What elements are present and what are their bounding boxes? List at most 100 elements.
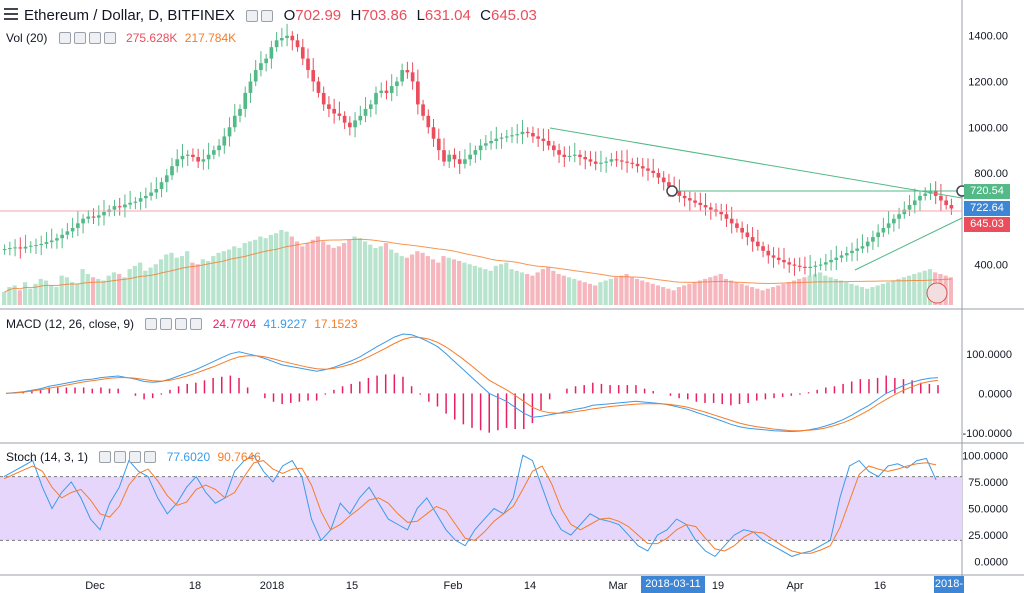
volume-bar <box>122 277 127 305</box>
volume-bar <box>200 259 205 305</box>
volume-bar <box>357 238 362 305</box>
close-icon[interactable] <box>190 318 203 330</box>
volume-bar <box>305 243 310 305</box>
volume-bar <box>540 269 545 305</box>
price-tag-crosshair: 722.64 <box>964 201 1010 216</box>
candle-body <box>829 259 833 263</box>
volume-bar <box>551 270 556 305</box>
high-label: H <box>350 7 362 24</box>
volume-bar <box>289 236 294 305</box>
volume-bar <box>394 252 399 305</box>
volume-bar <box>404 257 409 305</box>
volume-bar <box>179 256 185 305</box>
close-value: 645.03 <box>491 7 537 24</box>
time-tick-label: 2018 <box>260 580 284 592</box>
close-icon[interactable] <box>144 451 157 463</box>
stoch-value-1: 77.6020 <box>166 450 211 464</box>
more-icon[interactable] <box>175 318 188 330</box>
candle-body <box>34 245 38 247</box>
candle-body <box>944 200 948 206</box>
candle-body <box>604 161 608 163</box>
candle-body <box>201 159 206 162</box>
candle-body <box>8 248 12 250</box>
candle-body <box>400 70 404 82</box>
candle-body <box>499 137 504 139</box>
eye-icon[interactable] <box>99 451 112 463</box>
vol-value-1: 275.628K <box>126 31 178 45</box>
volume-bar <box>284 231 289 305</box>
vol-legend: Vol (20) 275.628K 217.784K <box>6 31 236 45</box>
candle-body <box>206 154 211 160</box>
volume-bar <box>399 256 404 305</box>
candle-body <box>782 259 786 263</box>
volume-bar <box>274 233 279 305</box>
volume-bar <box>153 264 158 305</box>
candle-body <box>23 246 28 249</box>
volume-bar <box>80 269 85 305</box>
macd-legend: MACD (12, 26, close, 9) 24.7704 41.9227 … <box>6 317 358 331</box>
candle-body <box>855 248 860 251</box>
settings-icon[interactable] <box>114 451 127 463</box>
candle-body <box>473 150 478 155</box>
candle-body <box>76 223 80 228</box>
volume-bar <box>315 236 321 305</box>
volume-bar <box>650 283 655 305</box>
settings-icon[interactable] <box>261 10 274 22</box>
stoch-band <box>0 476 962 541</box>
candle-body <box>217 145 221 151</box>
volume-bar <box>111 272 117 305</box>
volume-bar <box>838 280 844 305</box>
stoch-tick-label: 25.0000 <box>968 530 1008 542</box>
settings-icon[interactable] <box>73 32 86 44</box>
volume-bar <box>865 288 870 305</box>
volume-bar <box>781 283 786 305</box>
volume-bar <box>880 283 885 305</box>
candle-body <box>170 166 174 176</box>
low-value: 631.04 <box>424 7 471 24</box>
volume-bar <box>2 291 7 305</box>
more-icon[interactable] <box>129 451 142 463</box>
volume-bar <box>896 278 901 305</box>
candle-body <box>813 265 818 267</box>
more-icon[interactable] <box>88 32 101 44</box>
eye-icon[interactable] <box>145 318 158 330</box>
settings-icon[interactable] <box>160 318 173 330</box>
candle-body <box>159 182 164 190</box>
eye-icon[interactable] <box>246 10 259 22</box>
volume-bar <box>326 244 331 305</box>
volume-bar <box>415 251 420 305</box>
symbol-title: Ethereum / Dollar, D, BITFINEX <box>24 7 235 24</box>
vol-value-2: 217.784K <box>184 31 237 45</box>
candle-body <box>426 115 431 128</box>
menu-icon[interactable] <box>4 8 18 20</box>
volume-bar <box>368 244 373 305</box>
candle-body <box>572 154 577 156</box>
volume-bar <box>760 290 765 305</box>
candle-body <box>457 159 462 164</box>
candle-body <box>892 218 896 224</box>
candle-body <box>342 115 347 123</box>
eye-icon[interactable] <box>58 32 71 44</box>
volume-bar <box>226 249 232 305</box>
volume-bar <box>22 282 28 305</box>
candle-body <box>525 131 530 133</box>
volume-bar <box>546 267 551 305</box>
candle-body <box>243 92 248 109</box>
volume-bar <box>697 280 702 305</box>
volume-bar <box>718 274 723 305</box>
candle-body <box>630 162 635 164</box>
candle-body <box>865 241 870 247</box>
volume-bar <box>247 241 253 305</box>
volume-ma-line <box>4 238 952 293</box>
candle-body <box>447 154 452 162</box>
candle-body <box>489 140 493 144</box>
volume-bar <box>310 239 315 305</box>
volume-bar <box>258 236 263 305</box>
close-icon[interactable] <box>103 32 116 44</box>
candle-body <box>405 70 410 73</box>
candle-body <box>442 150 446 162</box>
candle-body <box>939 195 943 201</box>
candle-body <box>112 206 117 210</box>
candle-body <box>290 35 295 41</box>
